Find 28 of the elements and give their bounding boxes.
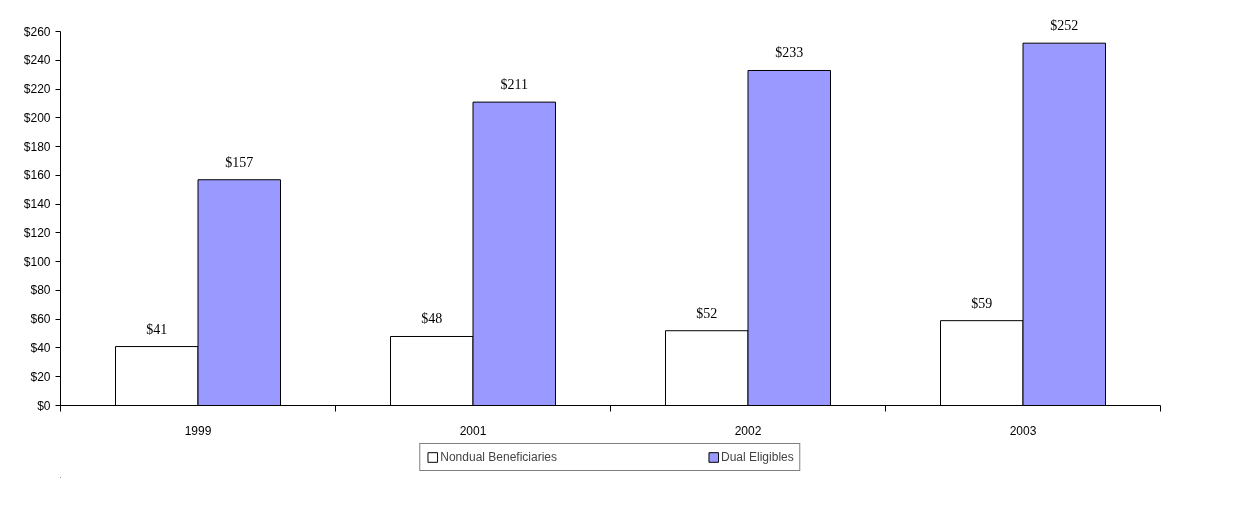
y-tick-label: $80 <box>30 283 51 298</box>
x-tick-label: 2002 <box>734 423 762 438</box>
data-label: $157 <box>225 154 254 170</box>
y-tick-label: $200 <box>23 110 51 125</box>
y-tick-label: $40 <box>30 340 51 355</box>
y-tick-label: $140 <box>23 197 51 212</box>
y-tick-label: $260 <box>23 24 51 39</box>
y-tick-label: $180 <box>23 139 51 154</box>
data-label: $41 <box>146 321 168 337</box>
data-label: $48 <box>421 311 443 327</box>
x-tick-label: 2003 <box>1009 423 1037 438</box>
y-tick-label: $0 <box>37 398 51 413</box>
y-tick-label: $160 <box>23 168 51 183</box>
legend-label: Nondual Beneficiaries <box>440 450 558 464</box>
y-tick-label: $20 <box>30 369 51 384</box>
data-label: $233 <box>775 45 804 61</box>
y-tick-label: $60 <box>30 312 51 327</box>
data-label: $211 <box>500 77 528 93</box>
y-tick-label: $240 <box>23 53 51 68</box>
y-tick-label: $120 <box>23 225 51 240</box>
y-tick-label: $220 <box>23 82 51 97</box>
y-tick-label: $100 <box>23 254 51 269</box>
data-label: $52 <box>696 305 718 321</box>
legend-label: Dual Eligibles <box>721 450 794 464</box>
data-label: $59 <box>971 295 993 311</box>
x-tick-label: 2001 <box>459 423 487 438</box>
x-tick-label: 1999 <box>184 423 212 438</box>
data-label: $252 <box>1050 18 1079 34</box>
